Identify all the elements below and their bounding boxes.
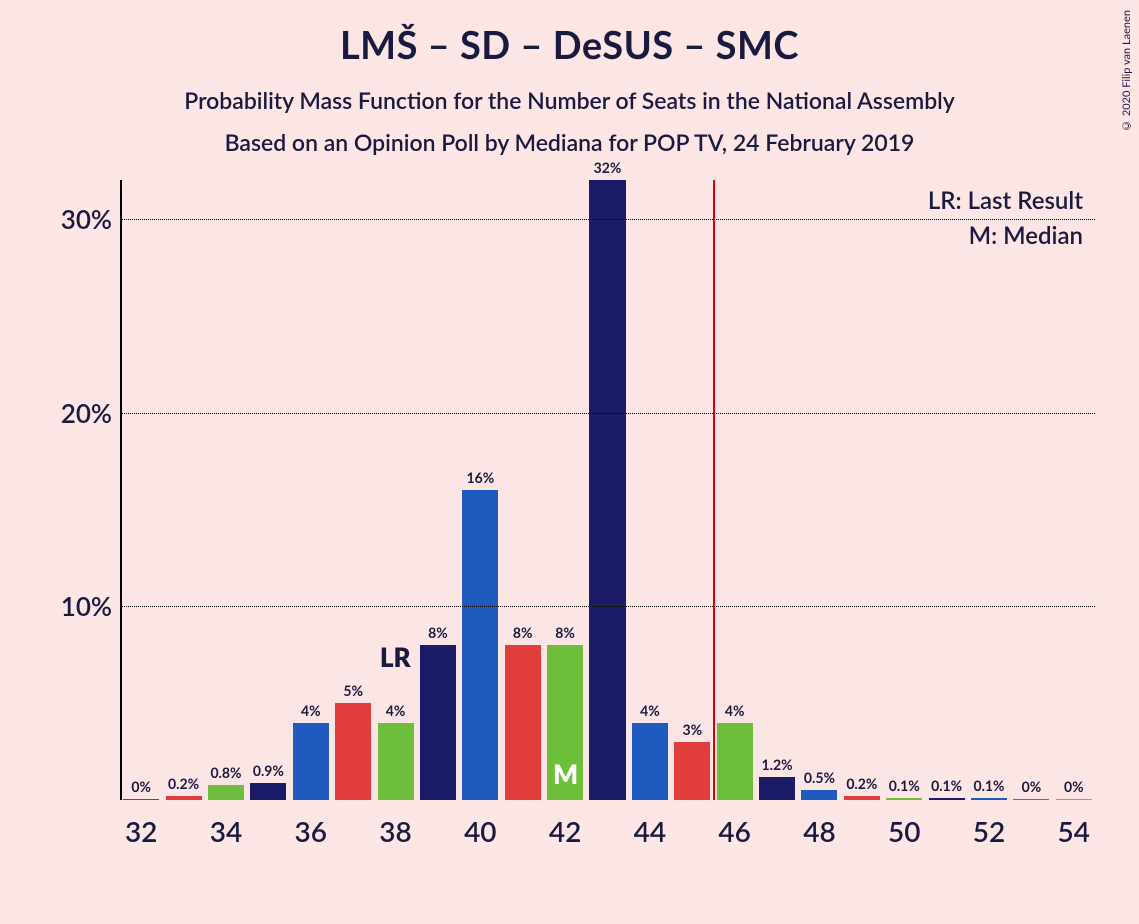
- bar: 16%: [462, 490, 498, 800]
- bar: 0%: [1013, 799, 1049, 800]
- bar-value-label: 4%: [366, 702, 426, 719]
- median-marker: M: [553, 758, 578, 790]
- x-tick-label: 40: [450, 814, 510, 848]
- x-tick-label: 32: [111, 814, 171, 848]
- bar-value-label: 32%: [577, 159, 637, 176]
- bar: 0.1%: [971, 798, 1007, 800]
- x-tick-label: 46: [705, 814, 765, 848]
- x-tick-label: 50: [874, 814, 934, 848]
- bar-value-label: 0%: [1044, 778, 1104, 795]
- bar: 0.8%: [208, 785, 244, 801]
- chart-subtitle-1: Probability Mass Function for the Number…: [0, 86, 1139, 114]
- y-tick-label: 30%: [42, 203, 112, 235]
- grid-line: [120, 219, 1095, 220]
- last-result-marker: LR: [380, 641, 411, 673]
- y-tick-label: 10%: [42, 590, 112, 622]
- x-tick-label: 54: [1044, 814, 1104, 848]
- x-tick-label: 34: [196, 814, 256, 848]
- bar-value-label: 8%: [535, 624, 595, 641]
- x-tick-label: 42: [535, 814, 595, 848]
- bar: 0.1%: [929, 798, 965, 800]
- bar: 8%: [420, 645, 456, 800]
- bar: 0%: [1056, 799, 1092, 800]
- bar: 8%: [505, 645, 541, 800]
- bar: 0.9%: [250, 783, 286, 800]
- y-tick-label: 20%: [42, 397, 112, 429]
- x-tick-label: 48: [789, 814, 849, 848]
- bar: 4%: [378, 723, 414, 801]
- grid-line: [120, 606, 1095, 607]
- bar-value-label: 5%: [323, 682, 383, 699]
- bar: 0.1%: [886, 798, 922, 800]
- grid-line: [120, 413, 1095, 414]
- plot-area: LR: Last Result M: Median 0%0.2%0.8%0.9%…: [120, 180, 1095, 800]
- bar: 0%: [123, 799, 159, 800]
- bars-layer: 0%0.2%0.8%0.9%4%5%4%8%16%8%8%32%4%3%4%1.…: [120, 180, 1095, 800]
- x-tick-label: 36: [281, 814, 341, 848]
- bar: 4%: [293, 723, 329, 801]
- chart-subtitle-2: Based on an Opinion Poll by Mediana for …: [0, 128, 1139, 156]
- bar-value-label: 0.9%: [238, 762, 298, 779]
- bar: 3%: [674, 742, 710, 800]
- x-tick-label: 38: [366, 814, 426, 848]
- bar-value-label: 8%: [408, 624, 468, 641]
- x-tick-label: 44: [620, 814, 680, 848]
- bar: 0.2%: [844, 796, 880, 800]
- bar-value-label: 4%: [620, 702, 680, 719]
- chart-title: LMŠ – SD – DeSUS – SMC: [0, 22, 1139, 68]
- bar-value-label: 4%: [281, 702, 341, 719]
- bar-value-label: 16%: [450, 469, 510, 486]
- majority-threshold-line: [713, 180, 715, 800]
- x-tick-label: 52: [959, 814, 1019, 848]
- bar: 0.2%: [166, 796, 202, 800]
- chart-container: © 2020 Filip van Laenen LMŠ – SD – DeSUS…: [0, 0, 1139, 924]
- titles: LMŠ – SD – DeSUS – SMC Probability Mass …: [0, 22, 1139, 156]
